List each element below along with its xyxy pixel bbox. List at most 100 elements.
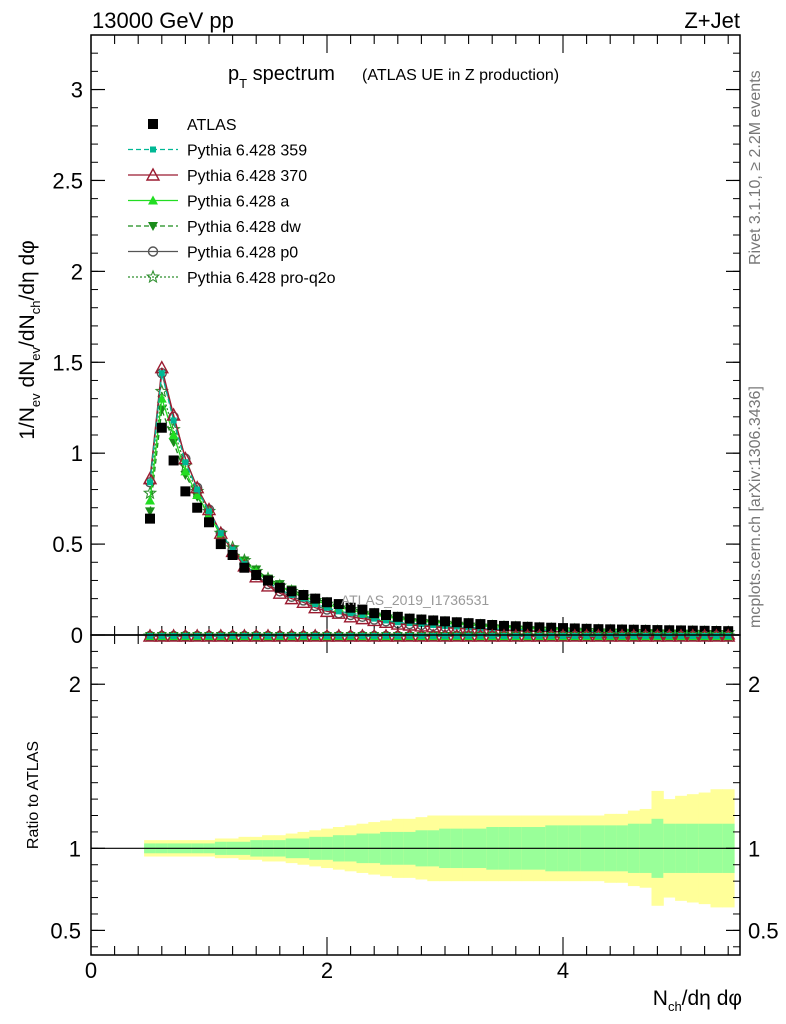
- main-point-p359: [182, 459, 189, 466]
- main-point-data: [192, 502, 203, 513]
- main-point-data: [204, 517, 214, 528]
- main-point-dw: [168, 438, 179, 448]
- ratio-point-p359: [678, 633, 684, 639]
- ratio-point-p359: [241, 633, 248, 639]
- ratio-point-p359: [194, 633, 201, 639]
- watermark-label: ATLAS_2019_I1736531: [341, 592, 490, 608]
- ratio-point-p359: [701, 633, 708, 639]
- ratio-point-p359: [430, 633, 437, 639]
- rivet-side-label: Rivet 3.1.10, ≥ 2.2M events: [747, 70, 764, 265]
- main-point-data: [404, 613, 415, 624]
- ratio-point-p359: [619, 633, 625, 639]
- legend-label: ATLAS: [187, 117, 237, 134]
- ratio-point-p359: [324, 633, 330, 639]
- ratio-point-p359: [713, 633, 720, 639]
- main-point-data: [475, 619, 486, 630]
- ratio-point-p359: [595, 633, 602, 639]
- main-point-p359: [147, 479, 153, 486]
- ratio-point-p359: [312, 633, 319, 639]
- plot-title: pT spectrum (ATLAS UE in Z production): [228, 63, 559, 91]
- main-point-data: [274, 582, 285, 593]
- x-axis-label: Nch/dη dφ: [653, 987, 742, 1014]
- ratio-point-p359: [217, 633, 224, 639]
- main-point-data: [392, 611, 403, 622]
- main-point-data: [322, 597, 332, 608]
- main-point-p359: [324, 604, 330, 611]
- main-point-a: [168, 430, 179, 439]
- main-point-data: [487, 620, 498, 630]
- main-point-dw: [145, 507, 155, 517]
- main-point-p359: [158, 370, 165, 377]
- main-point-p359: [217, 530, 224, 537]
- main-ytick-label: 2: [71, 259, 83, 284]
- main-ytick-label: 2.5: [52, 168, 83, 193]
- legend-label: Pythia 6.428 p0: [187, 245, 298, 262]
- main-point-data: [180, 486, 191, 497]
- main-ytick-label: 1.5: [52, 350, 83, 375]
- ratio-point-p359: [642, 633, 649, 639]
- ratio-point-p359: [276, 633, 283, 639]
- ratio-point-p359: [560, 633, 566, 639]
- main-point-data: [451, 617, 462, 628]
- ratio-point-p359: [501, 633, 507, 639]
- xtick-label: 0: [85, 958, 97, 983]
- main-point-data: [215, 539, 226, 550]
- svg-text:Nch/dη dφ: Nch/dη dφ: [653, 987, 742, 1014]
- main-point-data: [428, 615, 439, 626]
- y-axis-label-main: 1/Nev dNev/dNch/dη dφ: [16, 240, 43, 440]
- main-point-p359: [383, 617, 389, 624]
- ratio-point-p359: [477, 633, 484, 639]
- ratio-ytick-label: 0.5: [50, 918, 81, 943]
- plot-title-sub: T: [239, 76, 247, 91]
- legend-entry-dw: Pythia 6.428 dw: [128, 219, 301, 236]
- legend-marker-dw: [148, 222, 158, 231]
- ratio-point-p359: [453, 633, 460, 639]
- main-point-p359: [394, 619, 401, 626]
- main-point-a: [145, 495, 155, 505]
- ratio-panel: 0.5 0.5 1 1 2 2 0 2 4: [50, 628, 779, 983]
- main-point-p359: [206, 508, 212, 515]
- ratio-point-p359: [359, 633, 366, 639]
- main-point-a: [192, 490, 203, 499]
- legend-marker-proq2o: [145, 269, 161, 284]
- main-point-data: [227, 550, 238, 560]
- ratio-point-p359: [442, 633, 448, 639]
- main-point-p359: [170, 417, 177, 424]
- main-point-data: [168, 455, 179, 466]
- legend: ATLAS Pythia 6.428 359 Pythia 6.428 370 Pyt…: [128, 117, 336, 287]
- ratio-point-p359: [347, 633, 354, 639]
- ratio-point-p359: [335, 633, 342, 639]
- main-point-p359: [371, 615, 378, 622]
- legend-marker-data: [148, 119, 158, 129]
- ratio-point-p359: [265, 633, 271, 639]
- main-point-data: [239, 562, 250, 573]
- legend-marker-p370: [145, 167, 161, 181]
- main-point-data: [357, 604, 368, 615]
- ratio-ytick-label-right: 0.5: [748, 918, 779, 943]
- main-point-a: [180, 466, 191, 476]
- y-axis-label-ratio: Ratio to ATLAS: [25, 741, 42, 849]
- main-ytick-label: 3: [71, 78, 83, 103]
- svg-text:pT spectrum: pT spectrum: [228, 63, 335, 91]
- legend-marker-p0: [147, 246, 159, 257]
- legend-entry-data: ATLAS: [148, 117, 237, 134]
- main-point-data: [310, 593, 321, 604]
- ratio-point-p359: [536, 633, 543, 639]
- ratio-point-p359: [571, 633, 578, 639]
- legend-entry-p370: Pythia 6.428 370: [128, 167, 307, 185]
- legend-label: Pythia 6.428 370: [187, 168, 307, 185]
- ratio-point-p359: [206, 633, 212, 639]
- legend-marker-a: [148, 195, 158, 205]
- main-point-p359: [335, 608, 342, 615]
- ratio-point-p359: [253, 633, 260, 639]
- main-point-data: [298, 590, 309, 600]
- ratio-point-p359: [170, 633, 177, 639]
- ratio-point-p359: [654, 633, 661, 639]
- main-point-data: [499, 620, 509, 631]
- legend-label: Pythia 6.428 359: [187, 143, 307, 160]
- ratio-point-p359: [524, 633, 531, 639]
- plot-title-rest: spectrum: [247, 63, 335, 85]
- ratio-point-p359: [394, 633, 401, 639]
- ratio-ytick-label-right: 2: [748, 672, 760, 697]
